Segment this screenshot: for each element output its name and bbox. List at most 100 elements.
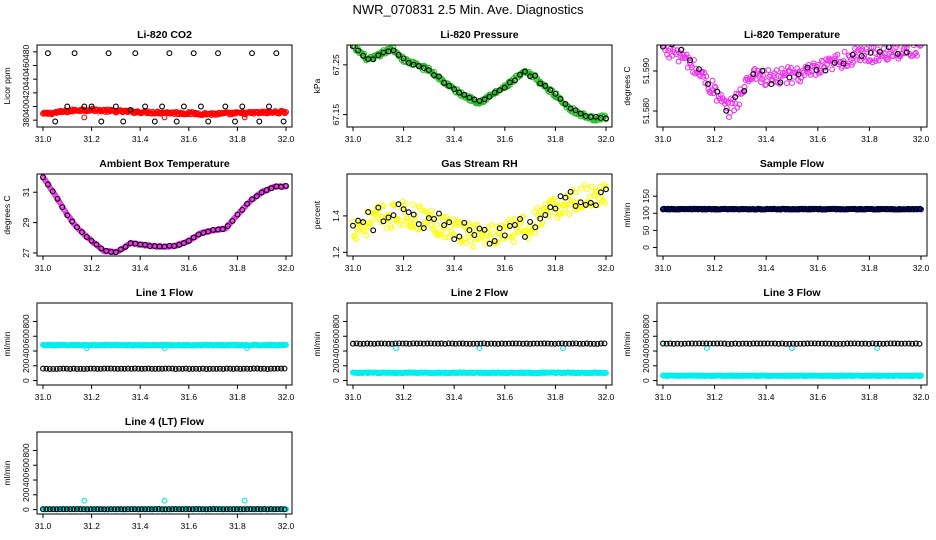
point-black (395, 201, 402, 208)
point-yellow (563, 201, 570, 208)
point-black (223, 506, 230, 513)
point-black (176, 506, 183, 513)
point-black (782, 206, 789, 212)
point-black (851, 340, 858, 347)
y-axis-label: degrees C (622, 66, 632, 105)
point-black (389, 340, 395, 347)
point-black (826, 206, 833, 213)
x-tick-label: 31.4 (446, 134, 463, 144)
plot-frame (656, 302, 928, 386)
point-black (566, 340, 573, 347)
point-black (735, 340, 742, 347)
point-black (795, 71, 802, 78)
point-black (687, 57, 694, 64)
point-black (46, 506, 53, 513)
point-magenta (752, 76, 759, 82)
point-yellow (401, 208, 408, 215)
point-black (790, 340, 796, 347)
x-tick-label: 31.0 (655, 134, 672, 144)
point-black (104, 506, 111, 513)
point-black (688, 340, 695, 347)
point-black (707, 206, 713, 212)
point-black (551, 340, 558, 347)
point-black (746, 340, 753, 347)
y-tick-label: 0 (641, 378, 651, 383)
point-black (449, 340, 456, 347)
point-magenta (869, 59, 876, 66)
point-black (278, 365, 285, 372)
point-black (266, 103, 272, 110)
point-yellow (494, 239, 501, 246)
point-black (91, 365, 97, 372)
point-black (424, 340, 431, 347)
point-black (855, 340, 861, 347)
point-black (59, 204, 66, 211)
panel-5: Gas Stream RH percent 31.0 31.2 31.4 31.6 31.8… (312, 158, 615, 273)
point-black (240, 365, 247, 372)
point-black (804, 340, 811, 347)
point-black (522, 233, 528, 240)
point-magenta (790, 69, 796, 76)
point-black (523, 340, 530, 347)
point-black (446, 82, 453, 89)
point-black (865, 340, 872, 347)
point-black (206, 506, 213, 513)
point-black (844, 206, 851, 213)
point-red (282, 110, 288, 117)
point-black (743, 206, 750, 213)
point-green (555, 95, 562, 102)
point-black (667, 206, 674, 213)
x-tick-label: 31.8 (861, 263, 878, 273)
point-yellow (369, 217, 376, 224)
point-black (797, 206, 804, 213)
panel-8: Line 2 Flow ml/min 31.0 31.2 31.4 31.6 31.8 32.… (312, 287, 615, 402)
point-black (703, 206, 710, 213)
point-magenta (824, 61, 831, 68)
point-black (415, 63, 422, 69)
point-yellow (500, 235, 507, 242)
point-black (203, 366, 210, 372)
point-black (815, 340, 822, 347)
point-black (120, 118, 127, 125)
point-black (54, 195, 61, 202)
point-black (250, 506, 257, 513)
point-black (552, 205, 559, 212)
point-black (87, 365, 94, 372)
point-black (459, 340, 466, 347)
point-black (903, 49, 910, 56)
point-black (451, 86, 458, 93)
point-yellow (405, 217, 412, 224)
point-magenta (729, 100, 736, 107)
point-black (405, 59, 412, 66)
point-black (721, 340, 728, 347)
point-black (696, 205, 703, 212)
point-black (674, 340, 681, 347)
panel-3: Li-820 Temperature degrees C 31.0 31.2 31.4 3… (622, 29, 930, 144)
point-black (486, 240, 493, 247)
point-black (101, 506, 108, 513)
x-tick-label: 31.8 (861, 392, 878, 402)
plot-frame (36, 302, 293, 386)
point-black (782, 340, 789, 347)
point-black (547, 204, 554, 211)
point-magenta (670, 46, 677, 53)
point-black (714, 340, 721, 347)
point-black (442, 340, 449, 347)
point-black (667, 340, 674, 347)
point-black (576, 340, 583, 347)
point-black (60, 506, 67, 513)
point-magenta (660, 45, 666, 47)
point-magenta (679, 54, 686, 61)
point-yellow (437, 214, 443, 221)
point-yellow (581, 181, 588, 188)
point-yellow (446, 217, 453, 224)
point-black (894, 206, 901, 213)
point-yellow (545, 213, 552, 220)
point-black (808, 206, 815, 213)
x-tick-label: 31.0 (35, 263, 52, 273)
point-black (885, 45, 892, 51)
point-yellow (467, 238, 474, 244)
point-black (227, 365, 234, 372)
point-yellow (397, 217, 404, 224)
point-magenta (903, 45, 910, 52)
